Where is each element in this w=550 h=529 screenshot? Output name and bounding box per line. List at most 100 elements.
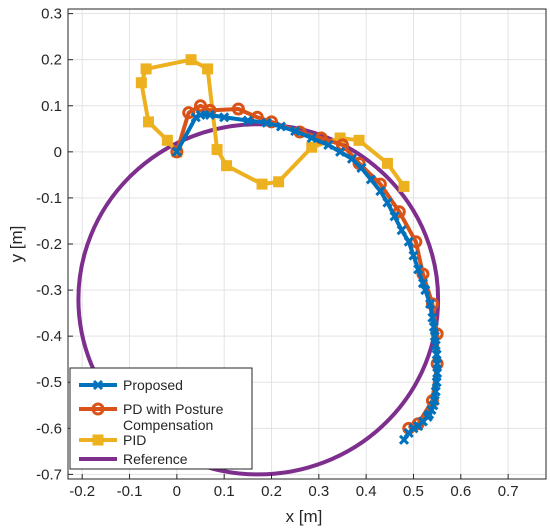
x-tick-label: 0.2 <box>261 483 282 500</box>
legend-label-line: PID <box>123 432 146 448</box>
y-tick-label: 0.3 <box>41 6 62 23</box>
proposed-marker <box>428 321 439 333</box>
proposed-marker <box>429 331 440 342</box>
y-tick-label: -0.7 <box>36 466 62 483</box>
x-tick-label: 0.1 <box>214 483 235 500</box>
legend-item-reference: Reference <box>79 451 188 467</box>
y-tick-label: -0.2 <box>36 236 62 253</box>
x-tick-label: 0.7 <box>498 483 519 500</box>
pid-marker <box>161 134 173 146</box>
x-tick-label: 0.6 <box>450 483 471 500</box>
y-tick-label: -0.1 <box>36 190 62 207</box>
pid-marker <box>381 157 393 169</box>
proposed-marker <box>195 109 206 121</box>
legend-swatch-marker <box>92 434 104 446</box>
series-layer <box>76 54 444 477</box>
legend-swatch-marker <box>91 402 105 416</box>
proposed-marker <box>356 162 367 174</box>
series-reference <box>76 122 441 477</box>
proposed-marker <box>403 427 414 438</box>
grid-lines <box>68 9 546 479</box>
legend-item-pid: PID <box>79 432 146 448</box>
legend-label: PID <box>123 432 146 448</box>
proposed-marker <box>424 298 436 309</box>
legend-label-line: PD with Posture <box>123 401 224 417</box>
x-tick-label: 0.4 <box>356 483 377 500</box>
proposed-marker <box>219 112 230 123</box>
proposed-marker <box>413 264 424 275</box>
proposed-marker <box>346 153 358 164</box>
x-tick-label: -0.2 <box>69 483 95 500</box>
proposed-marker <box>242 115 253 126</box>
proposed-marker <box>306 132 317 144</box>
pd-with-posture-compensation-marker <box>182 106 196 120</box>
proposed-marker <box>430 340 441 351</box>
y-tick-label: -0.6 <box>36 420 62 437</box>
legend-label-line: Proposed <box>123 377 183 393</box>
pid-marker <box>142 116 154 128</box>
proposed-marker <box>417 278 429 289</box>
y-tick-label: 0 <box>54 144 62 161</box>
proposed-marker <box>335 146 346 157</box>
pid-marker <box>202 63 214 75</box>
y-axis-label: y [m] <box>7 226 26 263</box>
pid-marker <box>135 77 147 89</box>
x-tick-label: 0 <box>173 483 181 500</box>
legend-item-pd-with-posture-compensation: PD with Posture Compensation <box>79 401 224 433</box>
pid-marker <box>398 180 410 192</box>
legend-label-line: Compensation <box>123 417 213 433</box>
y-tick-label: 0.1 <box>41 98 62 115</box>
proposed-marker <box>431 349 442 360</box>
legend-item-proposed: Proposed <box>79 377 183 393</box>
y-tick-label: -0.3 <box>36 282 62 299</box>
pd-with-posture-compensation-marker <box>231 102 245 116</box>
x-axis-ticks: -0.2 -0.1 0 0.1 0.2 0.3 0.4 0.5 0.6 0.7 <box>69 474 519 500</box>
pid-marker <box>353 134 365 146</box>
proposed-marker <box>204 109 216 121</box>
series-proposed <box>171 109 443 445</box>
proposed-marker <box>431 377 442 388</box>
y-tick-label: -0.4 <box>36 328 62 345</box>
x-tick-label: 0.5 <box>403 483 424 500</box>
reference-circle <box>76 122 441 477</box>
x-axis-label: x [m] <box>286 507 323 526</box>
proposed-marker <box>408 250 419 261</box>
pid-marker <box>221 160 233 172</box>
proposed-marker <box>323 139 334 150</box>
proposed-marker <box>427 312 438 323</box>
pid-marker <box>256 178 268 190</box>
proposed-marker <box>430 386 441 397</box>
legend-label: Reference <box>123 451 188 467</box>
y-tick-label: -0.5 <box>36 374 62 391</box>
legend-label: Proposed <box>123 377 183 393</box>
proposed-marker <box>261 117 272 128</box>
x-tick-label: 0.3 <box>308 483 329 500</box>
proposed-marker <box>420 285 431 296</box>
proposed-marker <box>382 197 393 208</box>
proposed-marker <box>365 174 376 185</box>
legend-label: PD with Posture Compensation <box>123 401 224 433</box>
pid-marker <box>185 54 197 66</box>
legend-label-line: Reference <box>123 451 188 467</box>
pid-line <box>139 57 406 188</box>
x-tick-label: -0.1 <box>117 483 143 500</box>
pid-marker <box>211 144 223 156</box>
proposed-marker <box>403 236 414 247</box>
proposed-marker <box>275 121 287 132</box>
y-axis-ticks: 0.3 0.2 0.1 0 -0.1 -0.2 -0.3 -0.4 -0.5 -0.6 -0.7 <box>36 6 73 483</box>
proposed-marker <box>432 367 443 379</box>
pid-marker <box>306 141 318 153</box>
proposed-marker <box>171 146 182 157</box>
pid-marker <box>273 176 285 188</box>
proposed-marker <box>396 225 407 236</box>
y-tick-label: 0.2 <box>41 52 62 69</box>
proposed-marker <box>375 185 386 197</box>
proposed-marker <box>432 358 443 369</box>
proposed-marker <box>389 211 400 222</box>
proposed-marker <box>398 434 410 445</box>
pd-with-posture-compensation-marker <box>170 145 184 159</box>
legend-swatch-marker <box>92 379 104 391</box>
pid-marker <box>140 63 152 75</box>
